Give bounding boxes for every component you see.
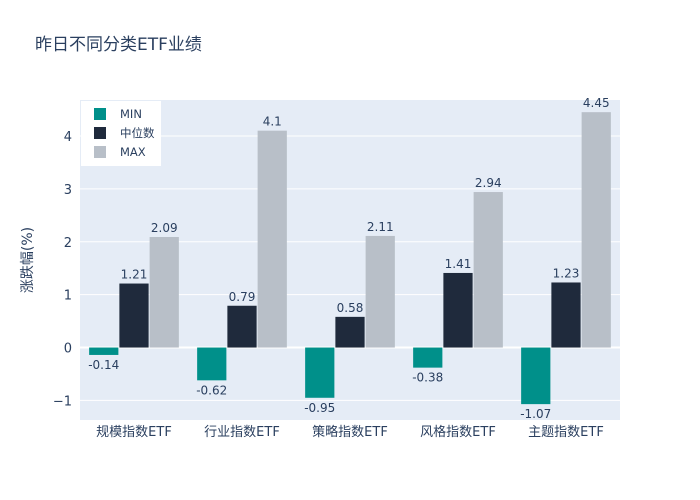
y-axis-title: 涨跌幅(%) — [20, 227, 36, 293]
bar-MAX-2 — [365, 235, 395, 348]
bar-中位数-0 — [119, 283, 149, 348]
y-tick-label: 0 — [64, 342, 72, 357]
bar-MAX-1 — [257, 130, 287, 348]
bar-MIN-1 — [197, 347, 227, 381]
bar-中位数-1 — [227, 305, 257, 348]
bar-MIN-4 — [521, 347, 551, 405]
legend-swatch — [94, 127, 106, 139]
data-label: 0.79 — [229, 290, 256, 304]
bar-MIN-0 — [89, 347, 119, 355]
bar-中位数-4 — [551, 282, 581, 348]
x-tick-label: 主题指数ETF — [528, 425, 604, 440]
bar-中位数-3 — [443, 272, 473, 348]
x-axis-ticks: 规模指数ETF 行业指数ETF 策略指数ETF 风格指数ETF 主题指数ETF — [96, 424, 604, 440]
legend-label: MAX — [120, 145, 146, 159]
x-tick-label: 风格指数ETF — [420, 424, 496, 440]
data-label: 1.21 — [121, 268, 148, 282]
legend-label: MIN — [120, 107, 142, 121]
data-labels: -0.14 1.21 2.09 -0.62 0.79 4.1 -0.95 0.58 2.11 -0… — [88, 96, 609, 421]
data-label: 4.45 — [583, 96, 610, 110]
y-axis-ticks: −1 0 1 2 3 4 — [53, 130, 72, 409]
data-label: -0.62 — [196, 383, 227, 397]
bar-MAX-4 — [581, 112, 611, 348]
data-label: 4.1 — [263, 115, 282, 129]
x-tick-label: 行业指数ETF — [204, 425, 280, 440]
bar-中位数-2 — [335, 316, 365, 348]
data-label: -0.95 — [304, 401, 335, 415]
legend-swatch — [94, 146, 106, 158]
x-tick-label: 规模指数ETF — [96, 425, 172, 440]
data-label: -0.38 — [412, 371, 443, 385]
bar-MIN-2 — [305, 347, 335, 398]
data-label: -0.14 — [88, 358, 119, 372]
y-tick-label: −1 — [53, 394, 72, 409]
bar-MAX-3 — [473, 192, 503, 348]
y-tick-label: 1 — [64, 289, 72, 304]
bar-MIN-3 — [413, 347, 443, 368]
data-label: 1.41 — [445, 257, 472, 271]
data-label: 0.58 — [337, 301, 364, 315]
bar-MAX-0 — [149, 236, 179, 348]
data-label: 2.94 — [475, 176, 502, 190]
x-tick-label: 策略指数ETF — [312, 424, 388, 440]
chart-title: 昨日不同分类ETF业绩 — [35, 35, 202, 55]
y-tick-label: 3 — [64, 183, 72, 198]
legend-label: 中位数 — [120, 126, 155, 140]
data-label: 1.23 — [553, 266, 580, 280]
legend: MIN 中位数 MAX — [81, 101, 161, 166]
data-label: 2.11 — [367, 220, 394, 234]
legend-swatch — [94, 108, 106, 120]
y-tick-label: 2 — [64, 236, 72, 251]
bars — [89, 112, 611, 405]
data-label: 2.09 — [151, 221, 178, 235]
data-label: -1.07 — [520, 407, 551, 421]
y-tick-label: 4 — [64, 130, 72, 145]
